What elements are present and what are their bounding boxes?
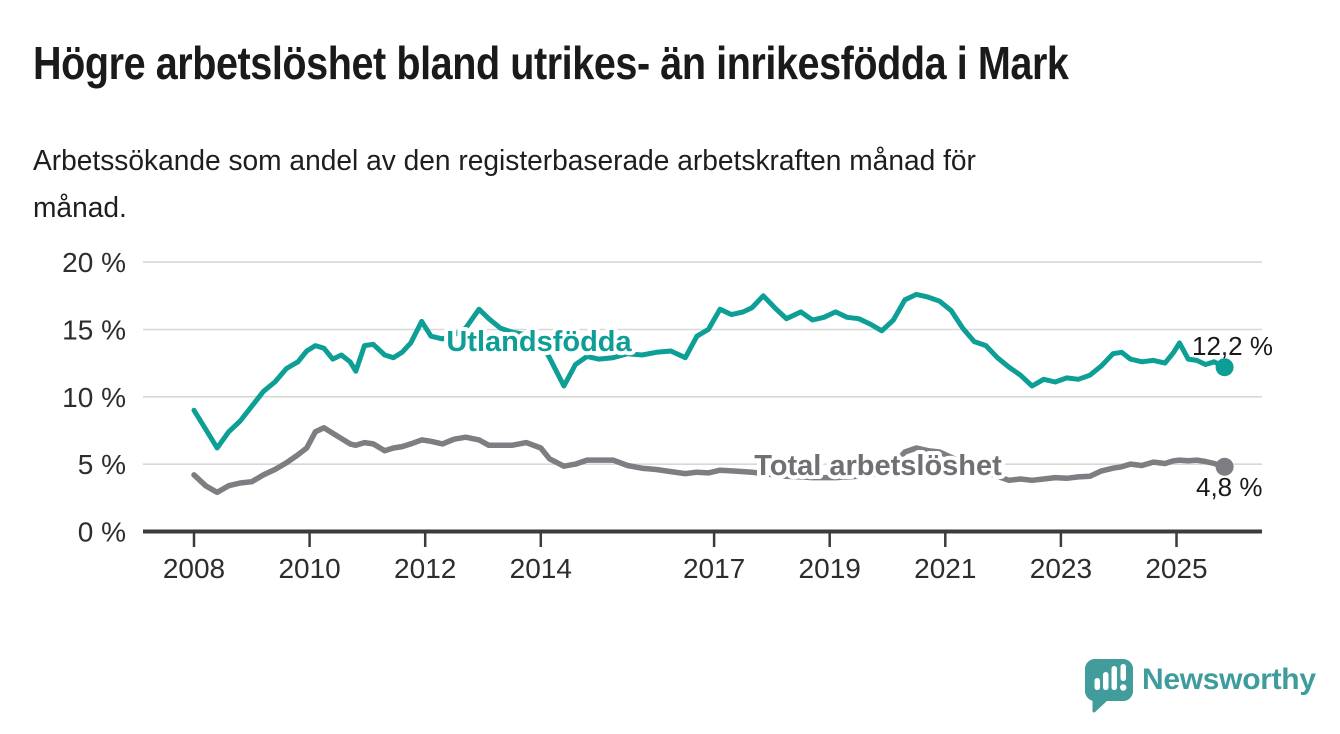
newsworthy-speech-bubble-bars-icon: [1085, 659, 1133, 713]
logo-bar-medium: [1103, 672, 1109, 690]
newsworthy-logo: Newsworthy: [1085, 659, 1317, 713]
logo-exclamation-bar: [1120, 664, 1126, 681]
logo-exclamation-dot: [1120, 684, 1127, 691]
logo-bar-short: [1094, 678, 1100, 690]
x-label-2010: 2010: [278, 553, 340, 584]
x-label-2023: 2023: [1030, 553, 1092, 584]
end-value-utlandsfodda: 12,2 %: [1192, 331, 1273, 361]
total-arbetsloshet-line: [191, 425, 1228, 496]
logo-bar-tall: [1111, 666, 1117, 690]
y-axis: 20 % 15 % 10 % 5 % 0 %: [62, 247, 126, 548]
x-label-2012: 2012: [394, 553, 456, 584]
x-label-2017: 2017: [683, 553, 745, 584]
series-label-total-arbetsloshet: Total arbetslöshet: [754, 450, 1002, 482]
total-end-dot: [1215, 457, 1234, 476]
y-label-20: 20 %: [62, 247, 126, 278]
x-label-2025: 2025: [1145, 553, 1207, 584]
newsworthy-wordmark: Newsworthy: [1142, 663, 1316, 696]
end-value-total: 4,8 %: [1196, 472, 1263, 502]
x-label-2014: 2014: [510, 553, 572, 584]
series-label-utlandsfodda: Utlandsfödda: [446, 326, 632, 358]
utlandsfodda-end-dot: [1215, 358, 1234, 377]
x-axis: 2008 2010 2012 2014 2017 2019 2021 2023 …: [143, 529, 1262, 584]
x-label-2021: 2021: [914, 553, 976, 584]
x-label-2019: 2019: [799, 553, 861, 584]
x-label-2008: 2008: [163, 553, 225, 584]
y-label-15: 15 %: [62, 315, 126, 346]
y-label-10: 10 %: [62, 382, 126, 413]
y-label-0: 0 %: [78, 517, 126, 548]
logo-bubble-tail: [1092, 694, 1112, 713]
utlandsfodda-line: [191, 291, 1228, 451]
gridlines: [143, 261, 1262, 466]
page-title: Högre arbetslöshet bland utrikes- än inr…: [33, 37, 1069, 89]
chart-subtitle-line1: Arbetssökande som andel av den registerb…: [33, 145, 976, 177]
y-label-5: 5 %: [78, 449, 126, 480]
chart-subtitle-line2: månad.: [33, 191, 127, 224]
chart-subtitle: Arbetssökande som andel av den registerb…: [33, 138, 976, 232]
